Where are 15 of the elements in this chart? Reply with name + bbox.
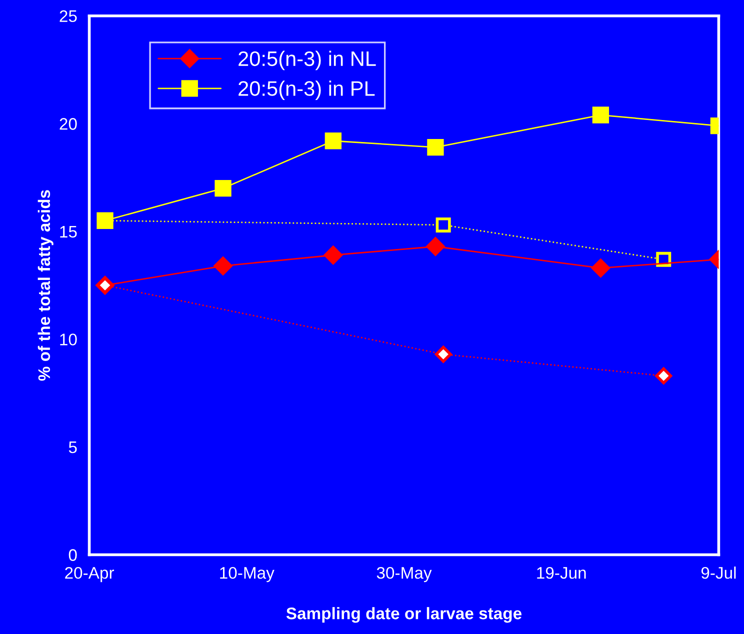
x-tick-label: 19-Jun bbox=[537, 566, 586, 579]
y-tick-label: 20 bbox=[60, 118, 77, 130]
legend-label: 20:5(n-3) in PL bbox=[238, 80, 375, 100]
y-tick-label: 5 bbox=[68, 442, 77, 454]
y-tick-label: 10 bbox=[60, 334, 77, 346]
x-tick-label: 30-May bbox=[376, 566, 432, 582]
y-tick-label: 15 bbox=[60, 226, 77, 238]
x-tick-label: 10-May bbox=[220, 566, 274, 582]
y-axis-title: % of the total fatty acids bbox=[38, 190, 54, 381]
x-tick-label: 20-Apr bbox=[65, 566, 114, 582]
x-axis-title: Sampling date or larvae stage bbox=[286, 607, 522, 623]
legend-label: 20:5(n-3) in NL bbox=[238, 50, 376, 70]
y-tick-label: 0 bbox=[68, 549, 77, 561]
y-tick-label: 25 bbox=[60, 10, 77, 22]
x-tick-label: 9-Jul bbox=[701, 566, 736, 579]
